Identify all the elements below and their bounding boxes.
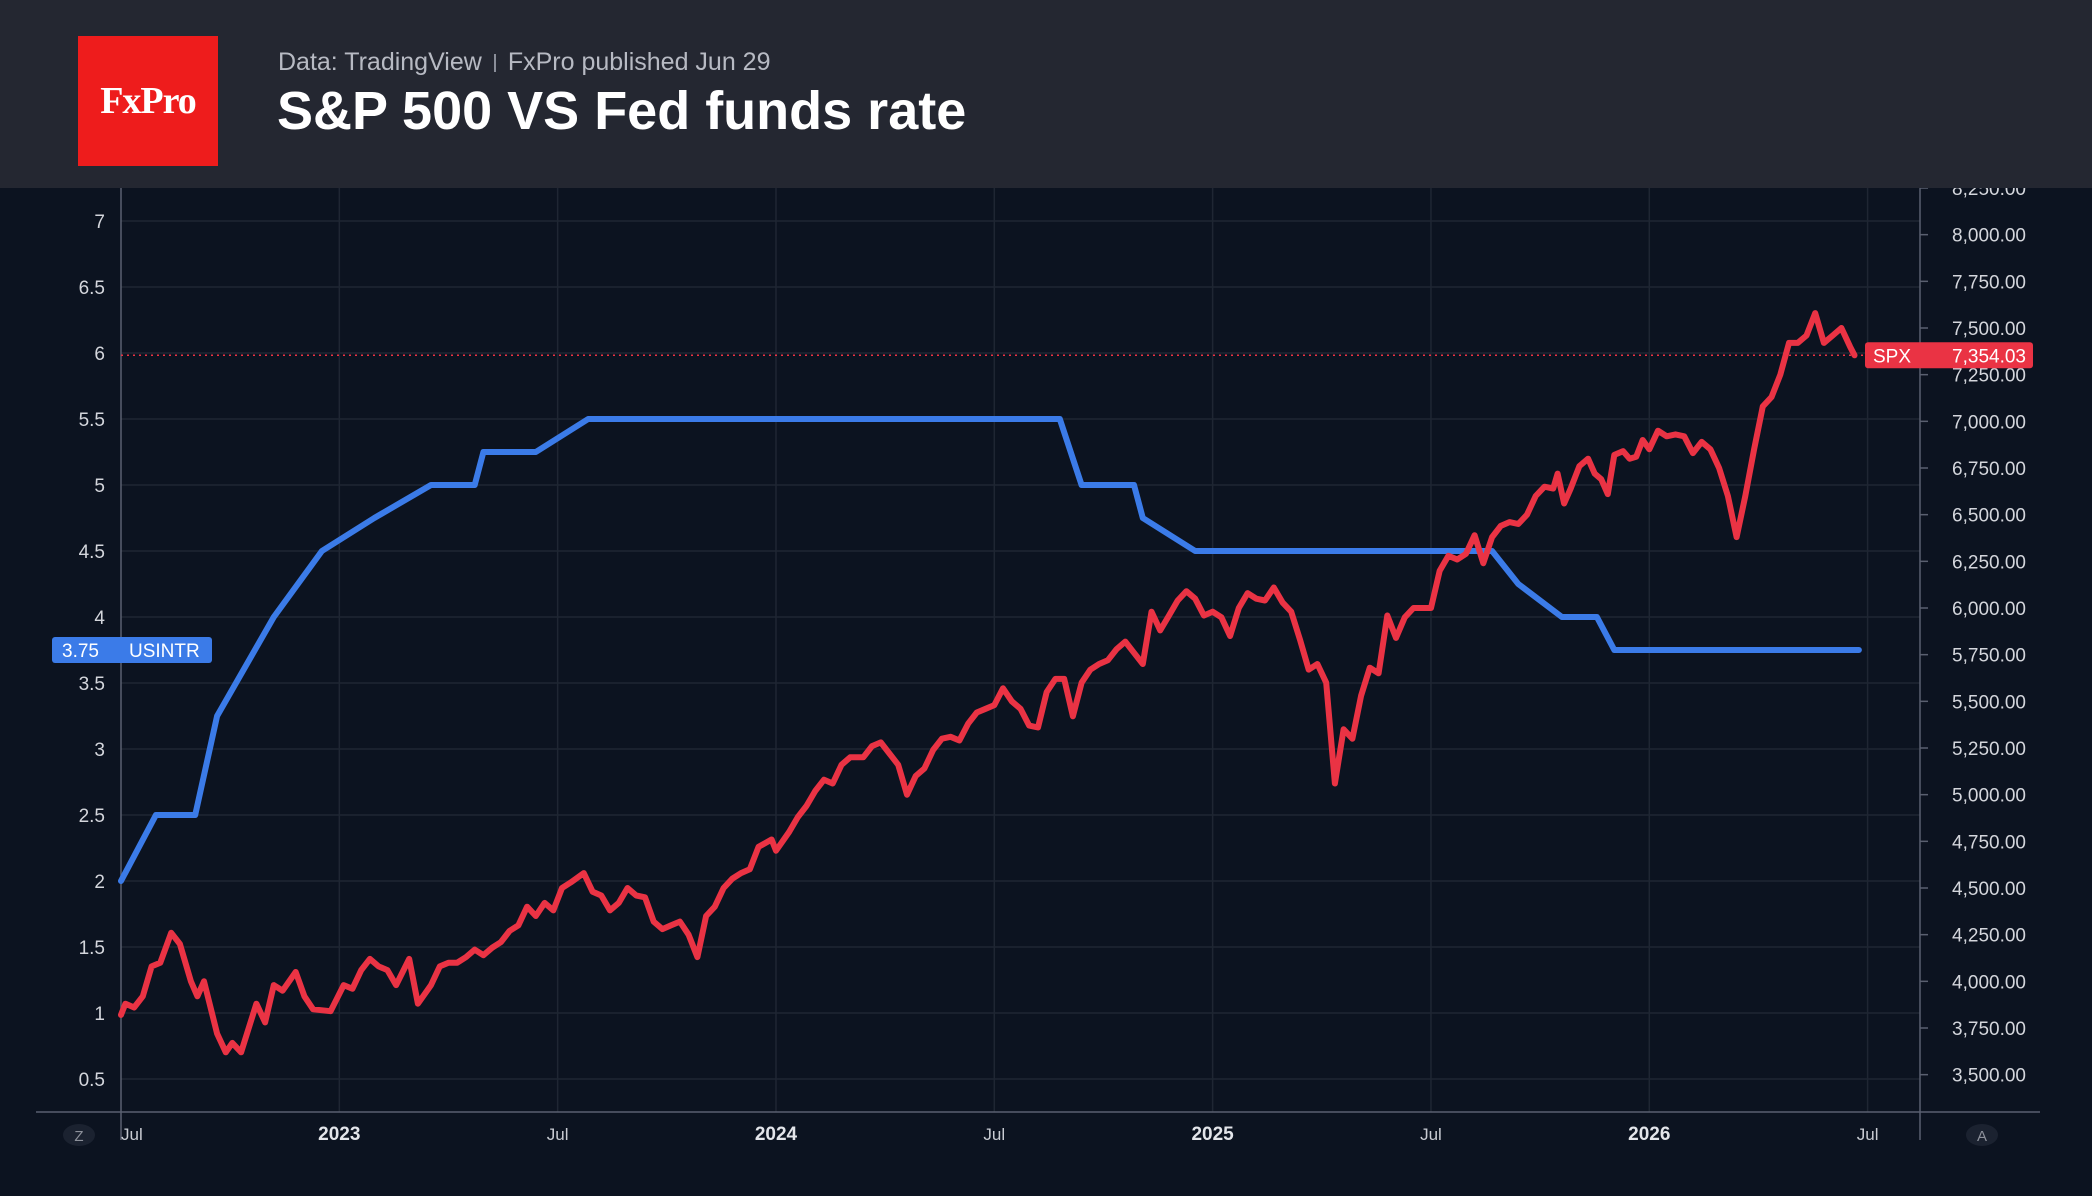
spx-badge-value: 7,354.03 [1952, 346, 2026, 367]
series-line-spx [118, 310, 1858, 1056]
right-tick-label: 6,250.00 [1952, 552, 2026, 573]
left-tick-label: 3.5 [79, 674, 105, 695]
x-tick-label: Jul [121, 1125, 143, 1144]
right-tick-label: 8,000.00 [1952, 226, 2026, 247]
right-tick-label: 5,250.00 [1952, 739, 2026, 760]
horizontal-gridlines [121, 220, 1920, 1080]
x-tick-label: 2024 [755, 1124, 798, 1145]
right-tick-label: 3,750.00 [1952, 1019, 2026, 1040]
right-tick-label: 8,250.00 [1952, 188, 2026, 200]
right-tick-label: 4,500.00 [1952, 879, 2026, 900]
left-tick-label: 7 [94, 212, 105, 233]
left-tick-label: 6.5 [79, 278, 105, 299]
data-source: Data: TradingView [278, 48, 482, 76]
left-tick-label: 5.5 [79, 410, 105, 431]
right-tick-label: 5,000.00 [1952, 786, 2026, 807]
left-tick-label: 0.5 [79, 1070, 105, 1091]
right-tick-label: 7,250.00 [1952, 366, 2026, 387]
x-tick-label: Jul [547, 1125, 569, 1144]
chart-canvas[interactable]: 0.5 1 1.5 2 2.5 3 3.5 4 4.5 5 5.5 6 6.5 7 3,500.00 3,7… [0, 188, 2092, 1196]
right-tick-label: 5,500.00 [1952, 692, 2026, 713]
usintr-badge-name: USINTR [129, 641, 200, 662]
left-tick-label: 1.5 [79, 938, 105, 959]
badges: 3.75 USINTR SPX 7,354.03 [52, 342, 2033, 663]
x-tick-label: 2026 [1628, 1124, 1670, 1145]
header-bar: FxPro Data: TradingView FxPro published … [0, 0, 2092, 188]
vertical-gridlines [338, 188, 1869, 1112]
bottom-right-button[interactable]: A [1966, 1124, 1998, 1146]
button-right-bg[interactable] [1966, 1124, 1998, 1146]
source-line: Data: TradingView FxPro published Jun 29 [278, 48, 771, 77]
right-tick-label: 7,500.00 [1952, 319, 2026, 340]
right-tick-label: 4,750.00 [1952, 832, 2026, 853]
series-line-usintr [118, 416, 1862, 884]
right-tick-label: 4,000.00 [1952, 972, 2026, 993]
x-tick-label: Jul [983, 1125, 1005, 1144]
right-tick-label: 6,750.00 [1952, 459, 2026, 480]
left-tick-label: 4.5 [79, 542, 105, 563]
bottom-left-button[interactable]: Z [63, 1124, 95, 1146]
right-axis-ticks: 3,500.00 3,750.00 4,000.00 4,250.00 4,500.00… [1920, 188, 2026, 1087]
spx-badge-name: SPX [1873, 346, 1911, 367]
right-tick-label: 6,000.00 [1952, 599, 2026, 620]
chart-title: S&P 500 VS Fed funds rate [277, 81, 967, 141]
left-tick-label: 2.5 [79, 806, 105, 827]
x-tick-label: 2023 [318, 1124, 360, 1145]
left-tick-label: 6 [94, 344, 105, 365]
x-axis-ticks: Jul 2023 Jul 2024 Jul 2025 Jul 2026 Jul [121, 1124, 1878, 1145]
right-tick-label: 5,750.00 [1952, 646, 2026, 667]
left-tick-label: 2 [94, 872, 105, 893]
button-right-label[interactable]: A [1977, 1128, 1987, 1145]
fxpro-logo: FxPro [78, 36, 218, 166]
x-tick-label: 2025 [1191, 1124, 1234, 1145]
right-tick-label: 4,250.00 [1952, 926, 2026, 947]
spx-badge [1865, 342, 2033, 369]
published-info: FxPro published Jun 29 [507, 48, 771, 76]
x-tick-label: Jul [1857, 1125, 1879, 1144]
left-tick-label: 5 [94, 476, 105, 497]
x-tick-label: Jul [1420, 1125, 1442, 1144]
separator-divider [493, 53, 496, 72]
usintr-badge [52, 637, 212, 663]
left-axis-ticks: 0.5 1 1.5 2 2.5 3 3.5 4 4.5 5 5.5 6 6.5 7 [79, 212, 106, 1091]
left-tick-label: 3 [94, 740, 105, 761]
series-layer [118, 310, 1862, 1056]
left-tick-label: 4 [94, 608, 105, 629]
right-tick-label: 6,500.00 [1952, 506, 2026, 527]
button-left-bg[interactable] [63, 1124, 95, 1146]
left-tick-label: 1 [94, 1004, 105, 1025]
button-left-label[interactable]: Z [74, 1128, 83, 1145]
right-tick-label: 7,000.00 [1952, 412, 2026, 433]
right-tick-label: 3,500.00 [1952, 1066, 2026, 1087]
right-tick-label: 7,750.00 [1952, 272, 2026, 293]
usintr-badge-value: 3.75 [62, 641, 99, 662]
